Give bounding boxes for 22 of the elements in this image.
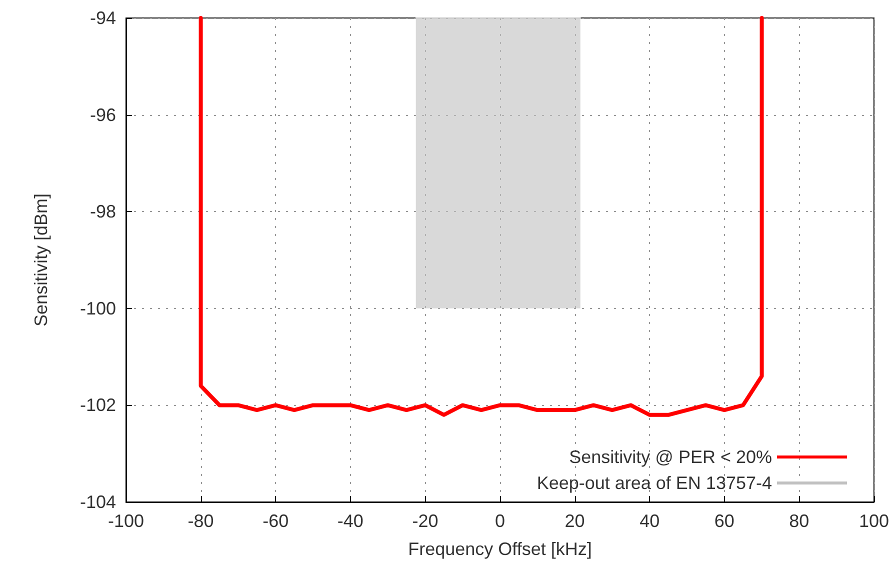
y-tick-label: -98 [90, 202, 116, 222]
line-series [198, 16, 764, 417]
x-tick-label: 60 [714, 511, 734, 531]
x-tick-label: -60 [262, 511, 289, 531]
x-tick-label: 100 [858, 511, 890, 531]
x-tick-label: -20 [412, 511, 438, 531]
y-axis-title: Sensitivity [dBm] [31, 193, 51, 327]
x-tick-label: -80 [188, 511, 214, 531]
x-tick-label: -100 [108, 511, 144, 531]
y-tick-label: -102 [80, 395, 116, 416]
legend-label: Keep-out area of EN 13757-4 [536, 473, 772, 493]
legend-label: Sensitivity @ PER < 20% [569, 447, 772, 467]
x-tick-label: 40 [640, 511, 660, 531]
y-tick-label: -96 [90, 104, 116, 125]
x-tick-label: -40 [337, 511, 364, 531]
y-tick-label: -104 [80, 492, 116, 512]
y-tick-label: -100 [80, 298, 116, 318]
y-tick-label: -94 [90, 8, 116, 28]
x-axis-title: Frequency Offset [kHz] [408, 539, 592, 559]
x-tick-label: 0 [494, 511, 505, 531]
x-tick-label: 80 [789, 511, 810, 531]
x-tick-label: 20 [564, 511, 585, 531]
